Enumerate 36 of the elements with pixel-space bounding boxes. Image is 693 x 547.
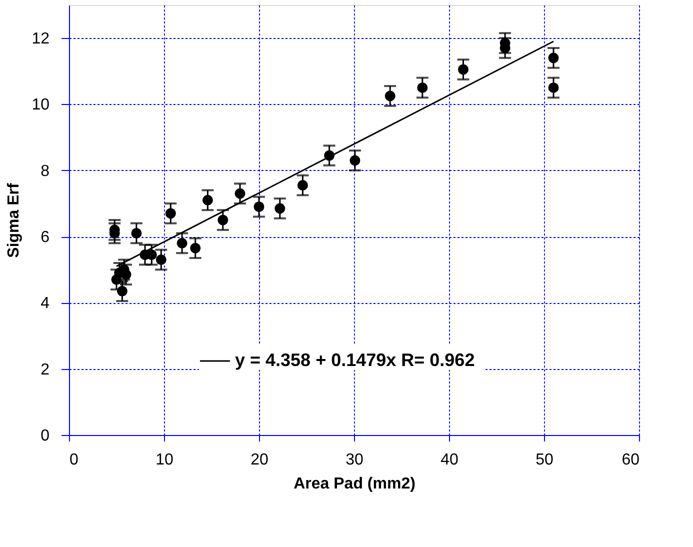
point — [548, 82, 559, 93]
x-tick-label: 0 — [70, 452, 78, 468]
point — [218, 214, 228, 226]
point — [190, 242, 201, 254]
y-tick-label: 12 — [32, 30, 50, 48]
y-tick-label: 0 — [40, 428, 50, 444]
point — [274, 203, 286, 214]
y-axis-title: Sigma Erf — [6, 182, 23, 258]
point — [548, 52, 559, 64]
x-tick-label: 10 — [156, 452, 174, 468]
y-tick-label: 4 — [40, 295, 50, 312]
x-tick-label: 40 — [440, 452, 458, 468]
point — [120, 269, 132, 280]
y-tick-label: 10 — [32, 96, 50, 114]
point — [156, 254, 166, 265]
point — [417, 82, 428, 93]
y-tick-label: 2 — [40, 361, 50, 378]
x-tick-label: 30 — [346, 452, 364, 468]
point — [202, 194, 213, 206]
point — [234, 188, 246, 199]
x-tick-label: 50 — [536, 452, 554, 468]
point — [297, 180, 308, 191]
point — [131, 228, 142, 238]
y-tick-label: 8 — [40, 162, 50, 180]
point — [384, 90, 396, 102]
x-tick-label: 60 — [622, 452, 640, 468]
point — [350, 155, 360, 166]
legend-label: y = 4.358 + 0.1479x R= 0.962 — [235, 350, 475, 370]
point — [165, 208, 176, 219]
x-tick-label: 20 — [250, 452, 268, 468]
point — [458, 64, 468, 75]
point — [116, 286, 128, 296]
point — [254, 202, 264, 212]
point — [176, 238, 188, 248]
y-tick-label: 6 — [40, 229, 50, 246]
x-axis-title: Area Pad (mm2) — [294, 476, 416, 492]
